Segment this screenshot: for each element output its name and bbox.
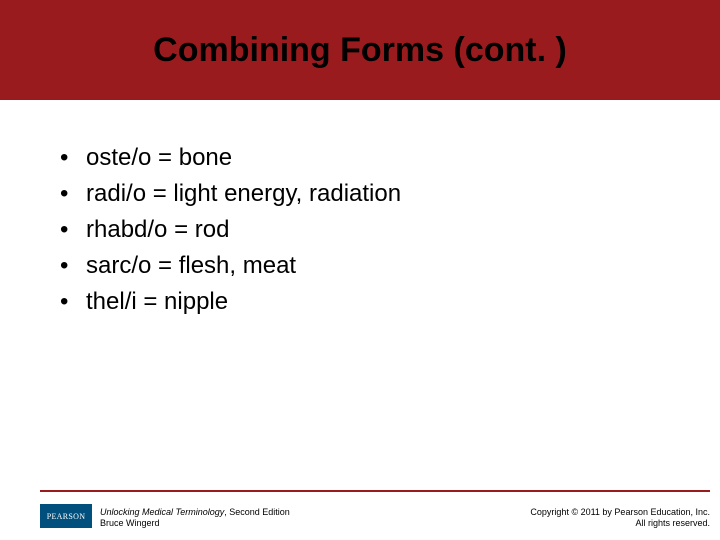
copyright: Copyright © 2011 by Pearson Education, I… [530, 507, 710, 530]
pearson-logo: PEARSON [40, 504, 92, 528]
copyright-line2: All rights reserved. [635, 518, 710, 528]
logo-text: PEARSON [47, 512, 86, 521]
slide-header: Combining Forms (cont. ) [0, 0, 720, 100]
list-item: sarc/o = flesh, meat [50, 248, 670, 284]
book-title: Unlocking Medical Terminology [100, 507, 224, 517]
footer-rule [40, 490, 710, 492]
list-item: rhabd/o = rod [50, 212, 670, 248]
slide-content: oste/o = bone radi/o = light energy, rad… [0, 100, 720, 320]
list-item: oste/o = bone [50, 140, 670, 176]
list-item: thel/i = nipple [50, 284, 670, 320]
bullet-list: oste/o = bone radi/o = light energy, rad… [50, 140, 670, 320]
slide-title: Combining Forms (cont. ) [153, 31, 567, 70]
book-info: Unlocking Medical Terminology, Second Ed… [100, 507, 290, 530]
book-author: Bruce Wingerd [100, 518, 160, 528]
book-edition: , Second Edition [224, 507, 290, 517]
copyright-line1: Copyright © 2011 by Pearson Education, I… [530, 507, 710, 517]
slide-footer: PEARSON Unlocking Medical Terminology, S… [0, 490, 720, 540]
list-item: radi/o = light energy, radiation [50, 176, 670, 212]
